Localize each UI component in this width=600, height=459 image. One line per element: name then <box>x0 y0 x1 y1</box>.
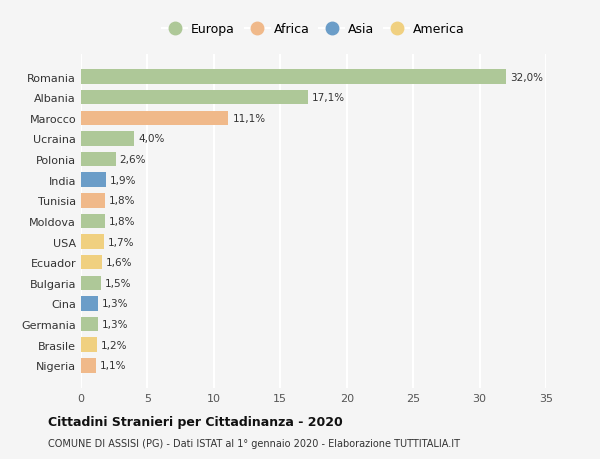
Text: 17,1%: 17,1% <box>312 93 345 103</box>
Bar <box>81 358 95 373</box>
Bar <box>81 91 308 105</box>
Bar <box>81 194 105 208</box>
Bar <box>81 132 134 146</box>
Text: 1,3%: 1,3% <box>102 299 129 309</box>
Bar <box>81 276 101 291</box>
Bar <box>81 214 105 229</box>
Text: 1,8%: 1,8% <box>109 217 136 226</box>
Text: 1,7%: 1,7% <box>107 237 134 247</box>
Text: 4,0%: 4,0% <box>138 134 164 144</box>
Bar <box>81 112 229 126</box>
Text: 2,6%: 2,6% <box>119 155 146 165</box>
Text: 1,8%: 1,8% <box>109 196 136 206</box>
Bar <box>81 173 106 188</box>
Bar <box>81 297 98 311</box>
Text: Cittadini Stranieri per Cittadinanza - 2020: Cittadini Stranieri per Cittadinanza - 2… <box>48 415 343 428</box>
Text: COMUNE DI ASSISI (PG) - Dati ISTAT al 1° gennaio 2020 - Elaborazione TUTTITALIA.: COMUNE DI ASSISI (PG) - Dati ISTAT al 1°… <box>48 438 460 448</box>
Bar <box>81 152 116 167</box>
Bar <box>81 255 102 270</box>
Text: 1,3%: 1,3% <box>102 319 129 330</box>
Text: 1,9%: 1,9% <box>110 175 137 185</box>
Text: 1,5%: 1,5% <box>105 278 131 288</box>
Legend: Europa, Africa, Asia, America: Europa, Africa, Asia, America <box>157 18 470 41</box>
Text: 1,2%: 1,2% <box>101 340 127 350</box>
Bar <box>81 338 97 352</box>
Text: 11,1%: 11,1% <box>232 113 266 123</box>
Bar <box>81 317 98 331</box>
Text: 1,6%: 1,6% <box>106 257 133 268</box>
Bar <box>81 70 506 84</box>
Text: 32,0%: 32,0% <box>510 73 543 83</box>
Bar <box>81 235 104 249</box>
Text: 1,1%: 1,1% <box>100 360 126 370</box>
